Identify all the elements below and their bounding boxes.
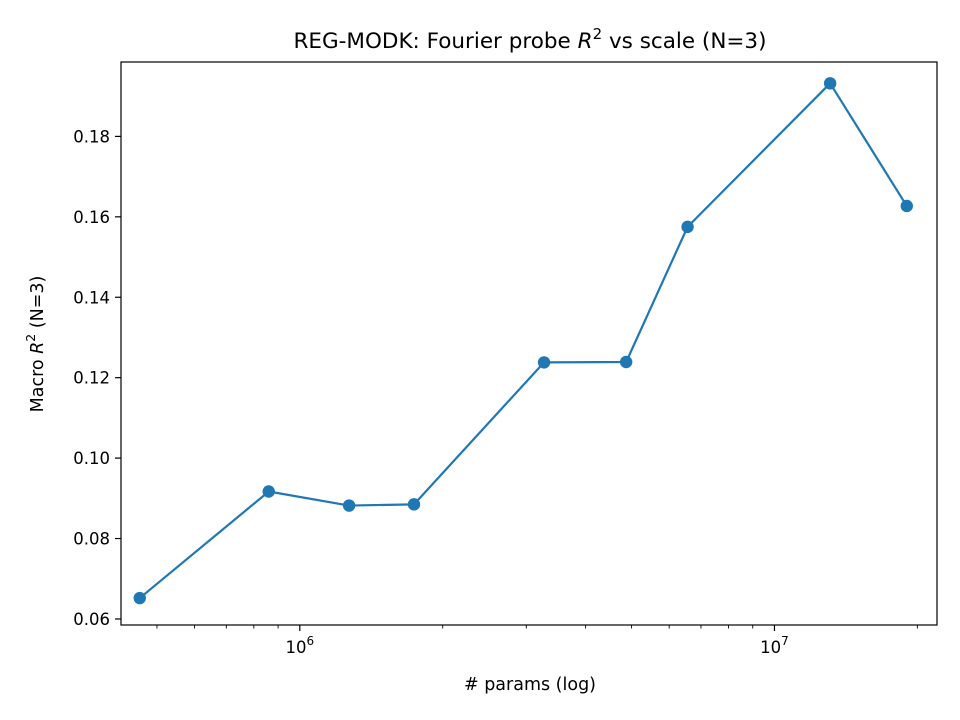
data-point	[537, 356, 551, 369]
y-tick-label: 0.10	[73, 449, 110, 468]
y-tick-label: 0.16	[73, 208, 110, 227]
x-tick-label-base: 10	[760, 638, 781, 657]
chart-title: REG-MODK: Fourier probe R2 vs scale (N=3…	[293, 25, 766, 54]
data-point	[823, 77, 837, 90]
data-point	[681, 220, 694, 234]
y-axis-label-sup: 2	[23, 334, 38, 342]
y-tick-label: 0.14	[73, 288, 110, 307]
chart-title-var: R	[578, 29, 593, 54]
chart-title-sup: 2	[593, 25, 603, 43]
y-axis-label-prefix: Macro	[28, 354, 48, 413]
data-point	[262, 485, 275, 498]
y-tick-label: 0.12	[73, 369, 110, 388]
y-tick-label: 0.08	[73, 530, 110, 549]
y-axis-label-var: R	[28, 342, 48, 354]
x-tick-label: 107	[760, 634, 789, 657]
y-axis-label: Macro R2 (N=3)	[23, 276, 48, 413]
plot-frame	[120, 61, 938, 626]
y-axis-label-suffix: (N=3)	[28, 276, 48, 334]
y-tick-label: 0.06	[73, 610, 110, 629]
x-tick-label: 106	[286, 634, 315, 657]
x-tick-label-exponent: 6	[307, 634, 315, 648]
x-tick-label-base: 10	[286, 638, 307, 657]
chart-title-suffix: vs scale (N=3)	[602, 29, 766, 54]
series	[133, 77, 913, 605]
series-line	[139, 82, 908, 599]
data-point	[619, 355, 633, 369]
y-tick-label: 0.18	[73, 127, 110, 146]
axes	[120, 61, 938, 626]
chart-title-prefix: REG-MODK: Fourier probe	[293, 29, 577, 54]
data-point	[342, 499, 356, 512]
data-point	[407, 498, 421, 511]
data-point	[133, 591, 146, 605]
x-axis-label: # params (log)	[464, 675, 596, 695]
data-point	[900, 199, 913, 213]
x-tick-label-exponent: 7	[781, 634, 789, 648]
